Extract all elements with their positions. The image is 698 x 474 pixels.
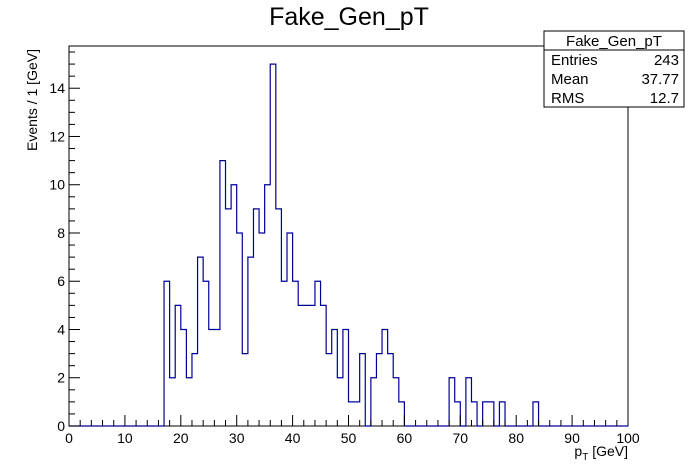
histogram-bin — [237, 233, 243, 426]
y-tick-label: 2 — [57, 370, 65, 386]
histogram-bin — [376, 354, 382, 426]
histogram-bin — [198, 257, 204, 426]
histogram-bin — [533, 402, 539, 426]
histogram-bin — [315, 281, 321, 426]
y-axis: 0 2 4 6 8 10 12 14 — [49, 51, 80, 434]
x-tick-label: 30 — [229, 430, 245, 446]
histogram-bin — [332, 329, 338, 426]
histogram-bin — [455, 402, 461, 426]
stats-box-frame — [543, 30, 685, 108]
histogram-bin — [231, 185, 237, 426]
stats-box: Fake_Gen_pT Entries 243 Mean 37.77 RMS 1… — [543, 30, 685, 108]
x-tick-label: 80 — [508, 430, 524, 446]
x-tick-label: 10 — [117, 430, 133, 446]
histogram-bin — [192, 354, 198, 426]
histogram-bin — [164, 281, 170, 426]
y-tick-label: 6 — [57, 273, 65, 289]
histogram-bin — [337, 378, 343, 426]
histogram-bin — [343, 329, 349, 426]
histogram-bin — [393, 378, 399, 426]
stats-mean-label: Mean — [551, 71, 589, 88]
x-axis-label: pT [GeV] — [574, 443, 628, 463]
stats-entries-value: 243 — [654, 52, 679, 69]
y-axis-label: Events / 1 [GeV] — [24, 49, 40, 151]
histogram-bin — [466, 378, 472, 426]
histogram-bin — [488, 402, 494, 426]
y-tick-label: 12 — [49, 128, 65, 144]
stats-entries-label: Entries — [551, 52, 598, 69]
histogram-bin — [382, 329, 388, 426]
histogram-bin — [242, 354, 248, 426]
x-axis-label-subscript: T — [582, 452, 588, 463]
histogram-bin — [209, 329, 215, 426]
histogram-bin — [248, 257, 254, 426]
histogram-bin — [360, 354, 366, 426]
histogram-bin — [253, 209, 259, 426]
histogram-bin — [354, 402, 360, 426]
histogram-bin — [483, 402, 489, 426]
histogram-bin — [388, 354, 394, 426]
y-tick-label: 8 — [57, 225, 65, 241]
stats-mean-value: 37.77 — [641, 71, 679, 88]
histogram-bin — [259, 233, 265, 426]
histogram-bin — [170, 378, 176, 426]
histogram-bin — [309, 305, 315, 426]
x-tick-label: 90 — [564, 430, 580, 446]
histogram-bin — [298, 305, 304, 426]
histogram-bin — [214, 329, 220, 426]
histogram-bin — [226, 209, 232, 426]
x-tick-label: 50 — [341, 430, 357, 446]
histogram-bin — [181, 329, 187, 426]
histogram-bin — [276, 209, 282, 426]
x-tick-label: 20 — [173, 430, 189, 446]
x-tick-label: 0 — [65, 430, 73, 446]
stats-rms-value: 12.7 — [650, 90, 679, 107]
histogram-bin — [175, 305, 181, 426]
histogram-bin — [304, 305, 310, 426]
y-tick-label: 10 — [49, 177, 65, 193]
x-tick-label: 100 — [616, 430, 640, 446]
histogram-bin — [399, 402, 405, 426]
histogram-series — [69, 63, 628, 427]
chart-title: Fake_Gen_pT — [269, 3, 429, 31]
histogram-bin — [449, 378, 455, 426]
stats-rms-label: RMS — [551, 90, 584, 107]
histogram-bin — [220, 161, 226, 426]
histogram-bin — [281, 281, 287, 426]
histogram-bin — [270, 64, 276, 426]
x-axis-label-unit: [GeV] — [588, 443, 628, 459]
x-axis: 0 10 20 30 40 50 60 70 80 90 100 — [65, 415, 640, 446]
y-tick-label: 14 — [49, 80, 65, 96]
stats-box-title: Fake_Gen_pT — [566, 33, 662, 50]
histogram-bin — [326, 354, 332, 426]
histogram-bin — [203, 281, 209, 426]
histogram-bin — [371, 378, 377, 426]
histogram-bin — [499, 402, 505, 426]
y-tick-label: 0 — [57, 418, 65, 434]
histogram-bin — [186, 378, 192, 426]
histogram-bin — [349, 402, 355, 426]
x-tick-label: 70 — [453, 430, 469, 446]
x-tick-label: 60 — [397, 430, 413, 446]
y-tick-label: 4 — [57, 321, 65, 337]
histogram-bin — [287, 233, 293, 426]
x-tick-label: 40 — [285, 430, 301, 446]
histogram-bin — [321, 305, 327, 426]
histogram-outline — [69, 63, 628, 427]
histogram-bin — [471, 402, 477, 426]
x-axis-label-main: p — [574, 443, 582, 459]
histogram-bin — [265, 185, 271, 426]
histogram-bin — [293, 281, 299, 426]
